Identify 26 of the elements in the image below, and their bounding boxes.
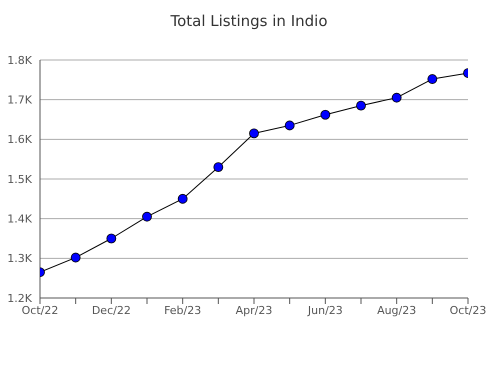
y-tick-label: 1.3K bbox=[7, 252, 33, 266]
y-tick-label: 1.8K bbox=[7, 54, 33, 67]
y-tick-label: 1.4K bbox=[7, 212, 33, 226]
y-tick-label: 1.7K bbox=[7, 94, 33, 107]
x-tick-label: Oct/23 bbox=[450, 304, 486, 317]
x-tick-label: Aug/23 bbox=[377, 304, 416, 317]
point bbox=[249, 128, 259, 138]
x-tick-label: Oct/22 bbox=[22, 304, 58, 317]
x-tick-label: Feb/23 bbox=[164, 304, 202, 317]
y-tick-label: 1.6K bbox=[7, 133, 33, 146]
x-tick-label: Apr/23 bbox=[236, 304, 272, 317]
point bbox=[427, 74, 438, 84]
point bbox=[320, 110, 330, 120]
point bbox=[284, 120, 295, 130]
point bbox=[392, 92, 402, 103]
point bbox=[70, 252, 81, 262]
point bbox=[178, 194, 188, 204]
chart-title: Total Listings in Indio bbox=[169, 11, 329, 32]
point bbox=[106, 234, 116, 244]
point bbox=[213, 162, 224, 172]
x-tick-label: Jun/23 bbox=[306, 304, 343, 317]
y-tick-label: 1.2K bbox=[7, 292, 33, 305]
point bbox=[142, 212, 152, 222]
y-tick-label: 1.5K bbox=[7, 172, 33, 186]
point bbox=[356, 100, 366, 111]
x-tick-label: Dec/22 bbox=[92, 304, 131, 317]
